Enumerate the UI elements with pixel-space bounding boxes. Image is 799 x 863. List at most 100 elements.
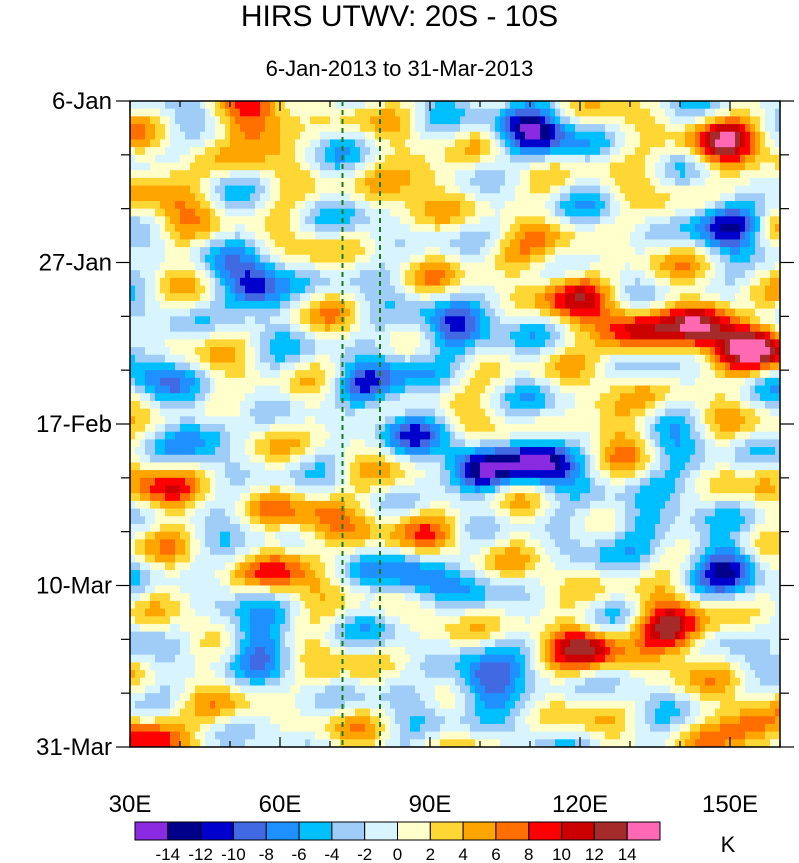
heatmap-cell bbox=[610, 354, 616, 364]
heatmap-cell bbox=[710, 354, 716, 364]
heatmap-cell bbox=[475, 308, 481, 317]
heatmap-cell bbox=[215, 116, 221, 125]
heatmap-cell bbox=[585, 101, 591, 110]
heatmap-cell bbox=[385, 370, 391, 379]
heatmap-cell bbox=[330, 254, 336, 264]
heatmap-cell bbox=[685, 285, 691, 294]
heatmap-cell bbox=[725, 385, 731, 394]
heatmap-cell bbox=[540, 262, 546, 271]
heatmap-cell bbox=[535, 293, 541, 302]
heatmap-cell bbox=[760, 377, 766, 387]
heatmap-cell bbox=[345, 208, 351, 217]
heatmap-cell bbox=[225, 124, 231, 133]
heatmap-cell bbox=[525, 208, 531, 217]
heatmap-cell bbox=[215, 131, 221, 141]
heatmap-cell bbox=[395, 193, 401, 202]
heatmap-cell bbox=[435, 370, 441, 379]
heatmap-cell bbox=[530, 101, 536, 110]
heatmap-cell bbox=[750, 154, 756, 164]
heatmap-cell bbox=[235, 177, 241, 187]
heatmap-cell bbox=[325, 377, 331, 387]
heatmap-cell bbox=[385, 385, 391, 394]
heatmap-cell bbox=[615, 362, 621, 371]
heatmap-cell bbox=[620, 108, 626, 117]
heatmap-cell bbox=[650, 139, 656, 148]
heatmap-cell bbox=[675, 185, 681, 194]
heatmap-cell bbox=[720, 339, 726, 348]
heatmap-cell bbox=[765, 170, 771, 179]
heatmap-cell bbox=[410, 208, 416, 217]
heatmap-cell bbox=[220, 116, 226, 125]
heatmap-cell bbox=[325, 162, 331, 171]
heatmap-cell bbox=[365, 277, 371, 287]
heatmap-cell bbox=[265, 208, 271, 217]
heatmap-cell bbox=[205, 224, 211, 233]
heatmap-cell bbox=[305, 216, 311, 225]
heatmap-cell bbox=[230, 224, 236, 233]
heatmap-cell bbox=[615, 308, 621, 317]
heatmap-cell bbox=[450, 170, 456, 179]
heatmap-cell bbox=[355, 239, 361, 248]
heatmap-cell bbox=[440, 116, 446, 125]
heatmap-cell bbox=[665, 385, 671, 394]
heatmap-cell bbox=[595, 308, 601, 317]
heatmap-cell bbox=[700, 247, 706, 256]
heatmap-cell bbox=[130, 354, 136, 364]
heatmap-cell bbox=[370, 101, 376, 110]
heatmap-cell bbox=[465, 385, 471, 394]
heatmap-cell bbox=[150, 308, 156, 317]
heatmap-cell bbox=[750, 324, 756, 333]
heatmap-cell bbox=[165, 270, 171, 279]
heatmap-cell bbox=[200, 177, 206, 187]
heatmap-cell bbox=[660, 216, 666, 225]
heatmap-cell bbox=[240, 247, 246, 256]
heatmap-cell bbox=[405, 262, 411, 271]
heatmap-cell bbox=[590, 139, 596, 148]
heatmap-cell bbox=[230, 208, 236, 217]
heatmap-cell bbox=[130, 116, 136, 125]
heatmap-cell bbox=[700, 270, 706, 279]
heatmap-cell bbox=[590, 362, 596, 371]
heatmap-cell bbox=[595, 177, 601, 187]
heatmap-cell bbox=[540, 293, 546, 302]
heatmap-cell bbox=[510, 116, 516, 125]
heatmap-cell bbox=[220, 200, 226, 210]
heatmap-cell bbox=[555, 101, 561, 110]
heatmap-cell bbox=[435, 139, 441, 148]
heatmap-cell bbox=[575, 377, 581, 387]
heatmap-cell bbox=[510, 177, 516, 187]
heatmap-cell bbox=[740, 200, 746, 210]
heatmap-cell bbox=[230, 354, 236, 364]
heatmap-cell bbox=[380, 270, 386, 279]
heatmap-cell bbox=[320, 116, 326, 125]
heatmap-cell bbox=[420, 216, 426, 225]
heatmap-cell bbox=[305, 247, 311, 256]
heatmap-cell bbox=[435, 377, 441, 387]
heatmap-cell bbox=[180, 208, 186, 217]
heatmap-cell bbox=[520, 208, 526, 217]
heatmap-cell bbox=[530, 362, 536, 371]
heatmap-cell bbox=[245, 300, 251, 310]
heatmap-cell bbox=[590, 239, 596, 248]
heatmap-cell bbox=[545, 231, 551, 241]
heatmap-cell bbox=[430, 224, 436, 233]
heatmap-cell bbox=[245, 193, 251, 202]
heatmap-cell bbox=[295, 216, 301, 225]
heatmap-cell bbox=[545, 347, 551, 356]
heatmap-cell bbox=[740, 239, 746, 248]
heatmap-cell bbox=[380, 285, 386, 294]
heatmap-cell bbox=[140, 385, 146, 394]
heatmap-cell bbox=[490, 370, 496, 379]
heatmap-cell bbox=[285, 362, 291, 371]
heatmap-cell bbox=[365, 177, 371, 187]
heatmap-cell bbox=[550, 339, 556, 348]
heatmap-cell bbox=[655, 239, 661, 248]
heatmap-cell bbox=[695, 293, 701, 302]
heatmap-cell bbox=[235, 231, 241, 241]
heatmap-cell bbox=[430, 108, 436, 117]
heatmap-cell bbox=[400, 270, 406, 279]
heatmap-cell bbox=[590, 177, 596, 187]
heatmap-cell bbox=[370, 370, 376, 379]
heatmap-cell bbox=[595, 108, 601, 117]
heatmap-cell bbox=[485, 347, 491, 356]
